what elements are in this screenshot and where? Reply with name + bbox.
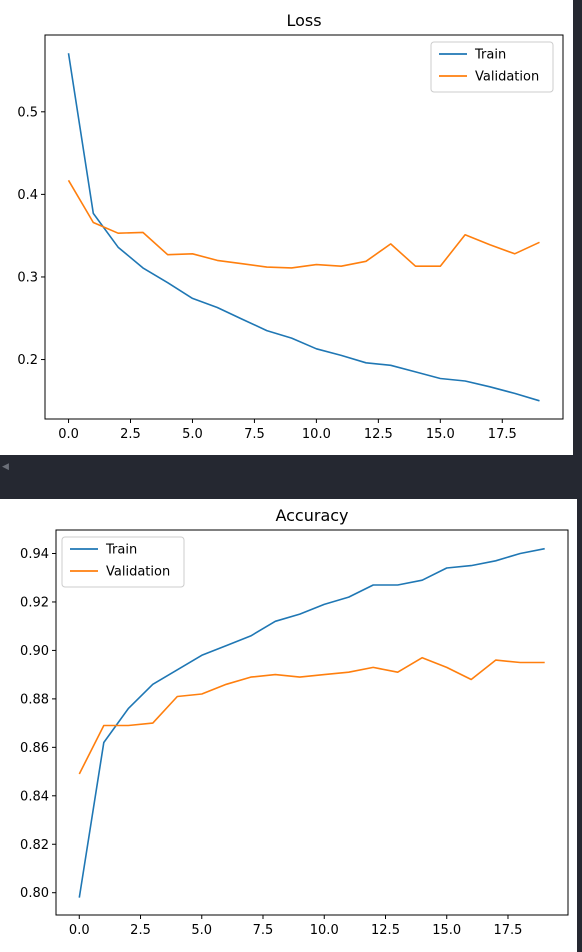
plot-area-frame — [44, 34, 564, 420]
x-tick-label: 5.0 — [182, 427, 203, 442]
x-tick-label: 12.5 — [371, 923, 400, 938]
y-tick-label: 0.86 — [20, 741, 49, 756]
x-tick-label: 12.5 — [364, 427, 393, 442]
y-tick-label: 0.3 — [17, 270, 38, 285]
x-tick-label: 5.0 — [191, 923, 212, 938]
legend-label-train: Train — [474, 48, 506, 63]
output-separator — [0, 455, 582, 499]
legend-label-validation: Validation — [475, 70, 539, 85]
series-line-validation — [67, 179, 540, 269]
accuracy-chart: Accuracy 0.0 2.5 5.0 7.5 10.0 12.5 15.0 17.5 0.80… — [20, 506, 569, 938]
y-tick-label: 0.88 — [20, 692, 49, 707]
scroll-left-icon[interactable]: ◀ — [2, 462, 9, 472]
x-tick-label: 15.0 — [426, 427, 455, 442]
legend-label-validation: Validation — [106, 565, 170, 580]
x-tick-label: 0.0 — [69, 923, 90, 938]
accuracy-chart-panel: Accuracy 0.0 2.5 5.0 7.5 10.0 12.5 15.0 17.5 0.80… — [0, 499, 577, 952]
legend-label-train: Train — [105, 543, 137, 558]
x-tick-label: 2.5 — [120, 427, 141, 442]
x-tick-label: 0.0 — [58, 427, 79, 442]
x-tick-label: 15.0 — [432, 923, 461, 938]
y-tick-label: 0.84 — [20, 789, 49, 804]
x-tick-label: 17.5 — [488, 427, 517, 442]
legend: Train Validation — [430, 41, 554, 93]
x-tick-label: 17.5 — [494, 923, 523, 938]
chart-title: Loss — [286, 11, 321, 30]
loss-chart: Loss 0.0 2.5 5.0 7.5 10.0 12.5 15.0 17.5 0.2 0.3 0.… — [17, 11, 564, 442]
legend: Train Validation — [61, 536, 185, 588]
x-tick-label: 2.5 — [130, 923, 151, 938]
x-tick-label: 7.5 — [253, 923, 274, 938]
loss-chart-panel: Loss 0.0 2.5 5.0 7.5 10.0 12.5 15.0 17.5 0.2 0.3 0.… — [0, 0, 573, 455]
y-tick-label: 0.92 — [20, 595, 49, 610]
y-tick-label: 0.2 — [17, 353, 38, 368]
x-tick-label: 10.0 — [310, 923, 339, 938]
chart-title: Accuracy — [275, 506, 348, 525]
series-line-validation — [78, 656, 545, 775]
y-tick-label: 0.80 — [20, 886, 49, 901]
y-tick-label: 0.82 — [20, 838, 49, 853]
y-tick-label: 0.5 — [17, 105, 38, 120]
series-line-train — [78, 547, 545, 898]
y-tick-label: 0.94 — [20, 547, 49, 562]
dark-gutter — [573, 0, 582, 455]
x-tick-label: 10.0 — [302, 427, 331, 442]
plot-area-frame — [55, 529, 569, 916]
series-line-train — [67, 53, 540, 402]
y-tick-label: 0.90 — [20, 644, 49, 659]
x-tick-label: 7.5 — [244, 427, 265, 442]
y-tick-label: 0.4 — [17, 188, 38, 203]
